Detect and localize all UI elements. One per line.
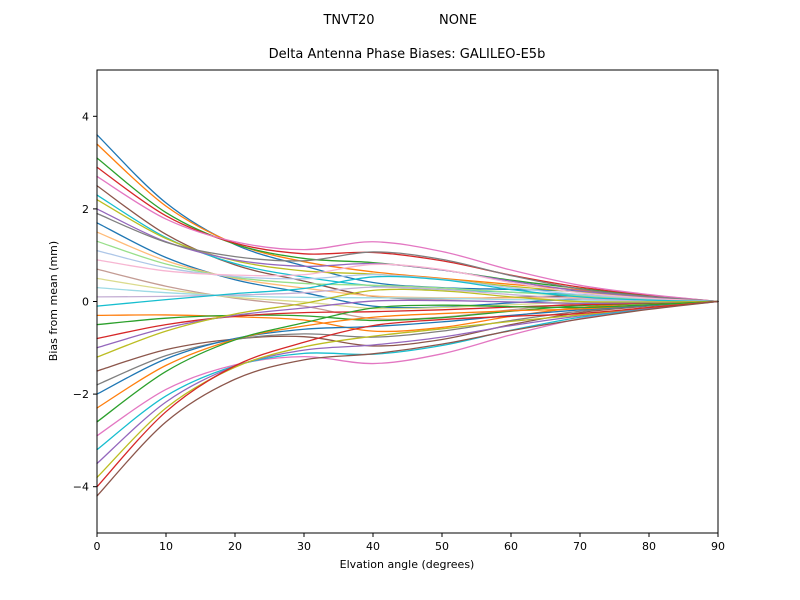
x-tick-label: 90 — [711, 540, 725, 553]
series-line — [96, 275, 719, 307]
series-line — [96, 143, 719, 303]
x-tick-label: 0 — [94, 540, 101, 553]
series-line — [96, 259, 719, 303]
y-axis-label: Bias from mean (mm) — [47, 241, 60, 361]
y-tick-label: 4 — [82, 110, 89, 123]
series-line — [96, 249, 719, 303]
series-line — [96, 288, 719, 358]
series-line — [96, 300, 719, 488]
series-line — [96, 300, 719, 333]
series-line — [96, 300, 719, 423]
suptitle-left: TNVT20 — [322, 13, 374, 28]
x-tick-label: 50 — [435, 540, 449, 553]
chart-title: Delta Antenna Phase Biases: GALILEO-E5b — [269, 47, 546, 62]
series-line — [96, 300, 719, 497]
x-tick-label: 80 — [642, 540, 656, 553]
series-line — [96, 157, 719, 303]
series-line — [96, 166, 719, 303]
x-tick-label: 30 — [297, 540, 311, 553]
series-line — [96, 286, 719, 303]
series-line — [96, 300, 719, 372]
plot-lines — [96, 134, 719, 497]
series-line — [96, 212, 719, 303]
series-line — [96, 175, 719, 303]
series-line — [96, 185, 719, 303]
x-tick-label: 40 — [366, 540, 380, 553]
series-line — [96, 299, 719, 349]
axes-ticks: 0 10 20 30 40 50 60 70 80 90 −4 −2 0 2 4 — [73, 110, 725, 553]
y-tick-label: 2 — [82, 203, 89, 216]
x-axis-label: Elvation angle (degrees) — [340, 558, 475, 571]
x-tick-label: 60 — [504, 540, 518, 553]
x-tick-label: 70 — [573, 540, 587, 553]
suptitle-right: NONE — [439, 13, 477, 28]
x-tick-label: 20 — [228, 540, 242, 553]
x-tick-label: 10 — [159, 540, 173, 553]
series-line — [96, 300, 719, 479]
y-tick-label: −4 — [73, 481, 89, 494]
series-line — [96, 240, 719, 303]
y-tick-label: −2 — [73, 388, 89, 401]
y-tick-label: 0 — [82, 296, 89, 309]
series-line — [96, 286, 719, 303]
series-line — [96, 300, 719, 451]
series-line — [96, 300, 719, 340]
series-line — [96, 300, 719, 386]
